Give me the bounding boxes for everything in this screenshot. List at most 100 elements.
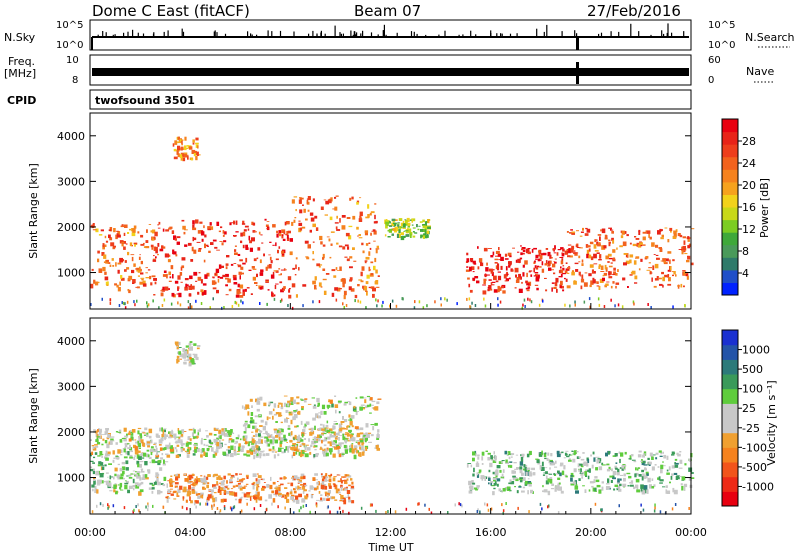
heatmap-cell bbox=[221, 428, 224, 431]
heatmap-cell bbox=[392, 221, 395, 223]
heatmap-cell bbox=[200, 289, 204, 293]
heatmap-cell bbox=[580, 472, 585, 474]
heatmap-cell bbox=[167, 254, 171, 257]
heatmap-cell bbox=[677, 453, 681, 457]
heatmap-cell bbox=[127, 232, 130, 234]
heatmap-cell bbox=[542, 485, 544, 488]
heatmap-cell bbox=[182, 157, 186, 162]
heatmap-cell bbox=[493, 451, 495, 455]
heatmap-cell bbox=[275, 485, 278, 489]
heatmap-cell bbox=[370, 397, 373, 401]
heatmap-cell bbox=[283, 449, 286, 453]
heatmap-cell bbox=[150, 446, 154, 449]
heatmap-cell bbox=[109, 475, 112, 480]
heatmap-cell bbox=[660, 260, 663, 262]
heatmap-cell bbox=[674, 458, 678, 461]
heatmap-cell bbox=[295, 486, 297, 490]
heatmap-cell bbox=[216, 448, 221, 450]
heatmap-cell bbox=[317, 434, 320, 438]
heatmap-cell bbox=[642, 453, 647, 455]
freq-tick-bottom: 8 bbox=[72, 75, 78, 86]
heatmap-cell bbox=[191, 490, 196, 494]
heatmap-cell bbox=[123, 506, 126, 510]
colorbar-swatch bbox=[722, 257, 738, 271]
heatmap-cell bbox=[284, 506, 286, 510]
heatmap-cell bbox=[289, 401, 292, 403]
heatmap-cell bbox=[163, 246, 166, 249]
heatmap-cell bbox=[327, 490, 331, 494]
heatmap-cell bbox=[424, 503, 426, 507]
heatmap-cell bbox=[566, 455, 570, 458]
heatmap-cell bbox=[540, 253, 544, 256]
heatmap-cell bbox=[284, 487, 288, 489]
heatmap-cell bbox=[337, 480, 342, 483]
heatmap-cell bbox=[240, 232, 243, 237]
heatmap-cell bbox=[573, 250, 576, 252]
heatmap-cell bbox=[192, 236, 194, 242]
heatmap-cell bbox=[189, 438, 192, 442]
heatmap-cell bbox=[250, 293, 253, 295]
heatmap-cell bbox=[321, 428, 325, 431]
heatmap-cell bbox=[598, 489, 602, 494]
heatmap-cell bbox=[506, 455, 509, 456]
heatmap-cell bbox=[522, 252, 525, 255]
heatmap-cell bbox=[608, 265, 613, 268]
heatmap-cell bbox=[176, 359, 179, 364]
heatmap-cell bbox=[674, 234, 677, 237]
heatmap-cell bbox=[157, 460, 162, 463]
heatmap-cell bbox=[202, 283, 207, 286]
heatmap-cell bbox=[502, 469, 505, 473]
heatmap-cell bbox=[206, 448, 210, 452]
heatmap-cell bbox=[576, 230, 579, 232]
y-tick-label: 3000 bbox=[57, 175, 85, 188]
heatmap-cell bbox=[596, 285, 600, 287]
heatmap-cell bbox=[122, 241, 126, 244]
heatmap-cell bbox=[657, 466, 660, 468]
heatmap-cell bbox=[608, 242, 611, 247]
nsky-tick-top: 10^5 bbox=[56, 20, 83, 31]
heatmap-cell bbox=[334, 404, 339, 408]
heatmap-cell bbox=[574, 300, 576, 304]
heatmap-cell bbox=[571, 231, 576, 234]
heatmap-cell bbox=[257, 247, 261, 251]
heatmap-cell bbox=[286, 221, 290, 225]
heatmap-cell bbox=[677, 285, 681, 287]
heatmap-cell bbox=[683, 240, 686, 245]
heatmap-cell bbox=[260, 419, 264, 423]
heatmap-cell bbox=[389, 221, 391, 224]
heatmap-cell bbox=[612, 239, 615, 244]
heatmap-cell bbox=[348, 499, 352, 503]
heatmap-cell bbox=[104, 276, 109, 281]
heatmap-cell bbox=[672, 305, 674, 309]
heatmap-cell bbox=[320, 494, 323, 496]
heatmap-cell bbox=[317, 402, 320, 406]
heatmap-cell bbox=[304, 453, 309, 458]
heatmap-cell bbox=[147, 469, 151, 474]
heatmap-cell bbox=[505, 459, 508, 463]
heatmap-cell bbox=[359, 438, 364, 443]
heatmap-cell bbox=[373, 240, 376, 242]
heatmap-cell bbox=[206, 484, 209, 489]
heatmap-cell bbox=[322, 268, 326, 271]
radar-title: Dome C East (fitACF) bbox=[92, 2, 250, 20]
heatmap-cell bbox=[180, 140, 183, 144]
heatmap-cell bbox=[284, 494, 287, 497]
heatmap-cell bbox=[596, 459, 600, 464]
heatmap-cell bbox=[387, 236, 391, 238]
heatmap-cell bbox=[296, 441, 301, 444]
heatmap-cell bbox=[306, 200, 309, 204]
heatmap-cell bbox=[476, 473, 480, 478]
heatmap-cell bbox=[311, 494, 314, 495]
heatmap-cell bbox=[255, 445, 259, 449]
heatmap-cell bbox=[497, 253, 502, 257]
heatmap-cell bbox=[376, 245, 379, 248]
heatmap-cell bbox=[212, 276, 214, 278]
heatmap-cell bbox=[333, 476, 337, 478]
heatmap-cell bbox=[223, 428, 226, 433]
heatmap-cell bbox=[283, 286, 286, 289]
heatmap-cell bbox=[659, 455, 663, 457]
heatmap-cell bbox=[193, 429, 196, 434]
heatmap-cell bbox=[295, 209, 297, 212]
heatmap-cell bbox=[329, 216, 333, 221]
heatmap-cell bbox=[492, 460, 497, 463]
